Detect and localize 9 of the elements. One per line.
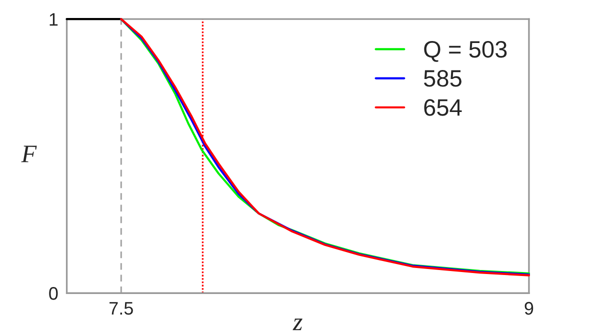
- legend-label: 654: [424, 99, 462, 116]
- x-tick-label: 7.5: [110, 302, 133, 315]
- y-tick-label: 1: [50, 13, 58, 26]
- legend-label: 585: [424, 70, 462, 87]
- y-tick-label: 0: [49, 287, 58, 300]
- x-tick-label: 9: [524, 302, 534, 315]
- legend-label: Q = 503: [424, 40, 507, 62]
- x-axis-title: z: [292, 318, 302, 330]
- y-axis-title: F: [21, 146, 37, 162]
